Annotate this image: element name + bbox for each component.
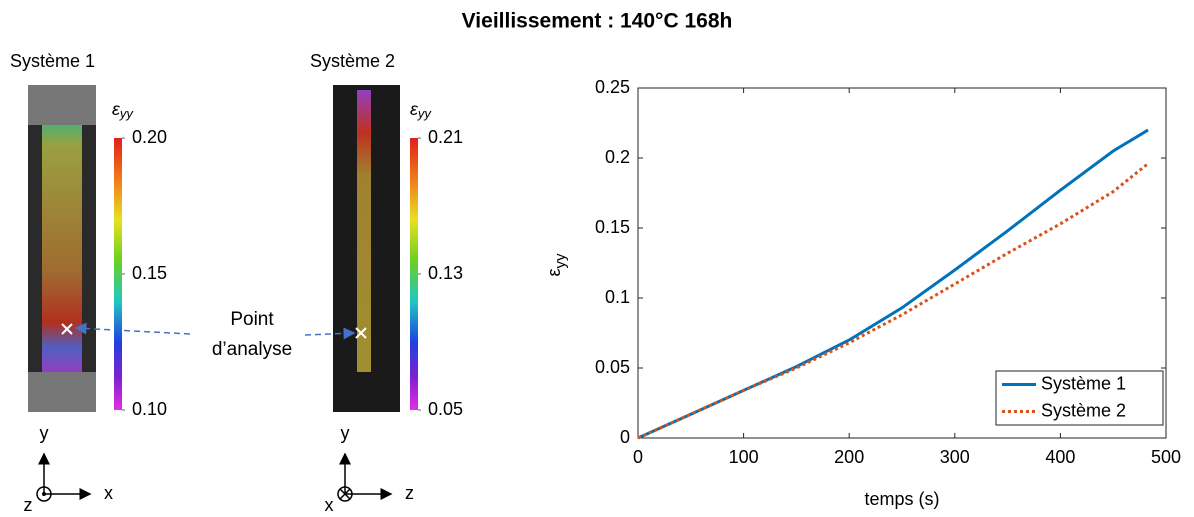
y-tick-label: 0.1 — [605, 287, 630, 307]
plot-area — [637, 87, 1167, 439]
symbol: ε — [410, 99, 419, 119]
x-tick-label: 200 — [834, 447, 864, 467]
annotation: d’analyse — [212, 339, 292, 360]
arrow — [304, 327, 356, 340]
y-tick-label: 0.25 — [595, 77, 630, 97]
symbol: ε — [112, 99, 121, 119]
colorbar-label: εyy — [112, 99, 134, 122]
axis-normal — [337, 486, 353, 502]
x-tick-label: 100 — [729, 447, 759, 467]
y-tick-label: 0.2 — [605, 147, 630, 167]
annotation: Point — [230, 309, 274, 330]
map-image — [28, 85, 96, 412]
y-tick-label: 0.05 — [595, 357, 630, 377]
line — [637, 162, 1149, 440]
axis-name: y — [341, 423, 350, 443]
axis-name: x — [325, 495, 334, 515]
arrow — [74, 322, 191, 335]
map-image — [333, 85, 400, 412]
x-tick-label: 300 — [940, 447, 970, 467]
axis-name: z — [24, 495, 33, 515]
x-tick-label: 0 — [633, 447, 643, 467]
colorbar-label: εyy — [410, 99, 432, 122]
colorbar — [114, 138, 122, 410]
colorbar — [410, 138, 418, 410]
legend-label: Système 1 — [1041, 373, 1126, 393]
axis-normal — [42, 492, 46, 496]
colorbar-tick-label: 0.20 — [132, 127, 167, 147]
axis-name: x — [104, 483, 113, 503]
x-axis-label: temps (s) — [864, 489, 939, 509]
legend — [995, 370, 1164, 426]
y-axis-label: εyy — [544, 253, 569, 277]
subscript: yy — [119, 106, 135, 121]
colorbar-tick-label: 0.10 — [132, 399, 167, 419]
axis-name: z — [405, 483, 414, 503]
colorbar-tick-label: 0.15 — [132, 263, 167, 283]
subscript: yy — [417, 106, 433, 121]
map-label: Système 1 — [10, 51, 95, 71]
y-tick-label: 0 — [620, 427, 630, 447]
map-label: Système 2 — [310, 51, 395, 71]
legend-label: Système 2 — [1041, 400, 1126, 420]
colorbar-tick-label: 0.05 — [428, 399, 463, 419]
symbol: ε — [544, 268, 564, 276]
axis-normal — [339, 488, 351, 500]
y-tick-label: 0.15 — [595, 217, 630, 237]
axis-name: y — [40, 423, 49, 443]
analysis-point — [61, 323, 367, 339]
axis-normal — [36, 486, 52, 502]
subscript: yy — [552, 253, 569, 269]
figure-title: Vieillissement : 140°C 168h — [462, 10, 733, 33]
colorbar-tick-label: 0.21 — [428, 127, 463, 147]
x-tick-label: 400 — [1045, 447, 1075, 467]
colorbar-tick-label: 0.13 — [428, 263, 463, 283]
x-tick-label: 500 — [1151, 447, 1181, 467]
